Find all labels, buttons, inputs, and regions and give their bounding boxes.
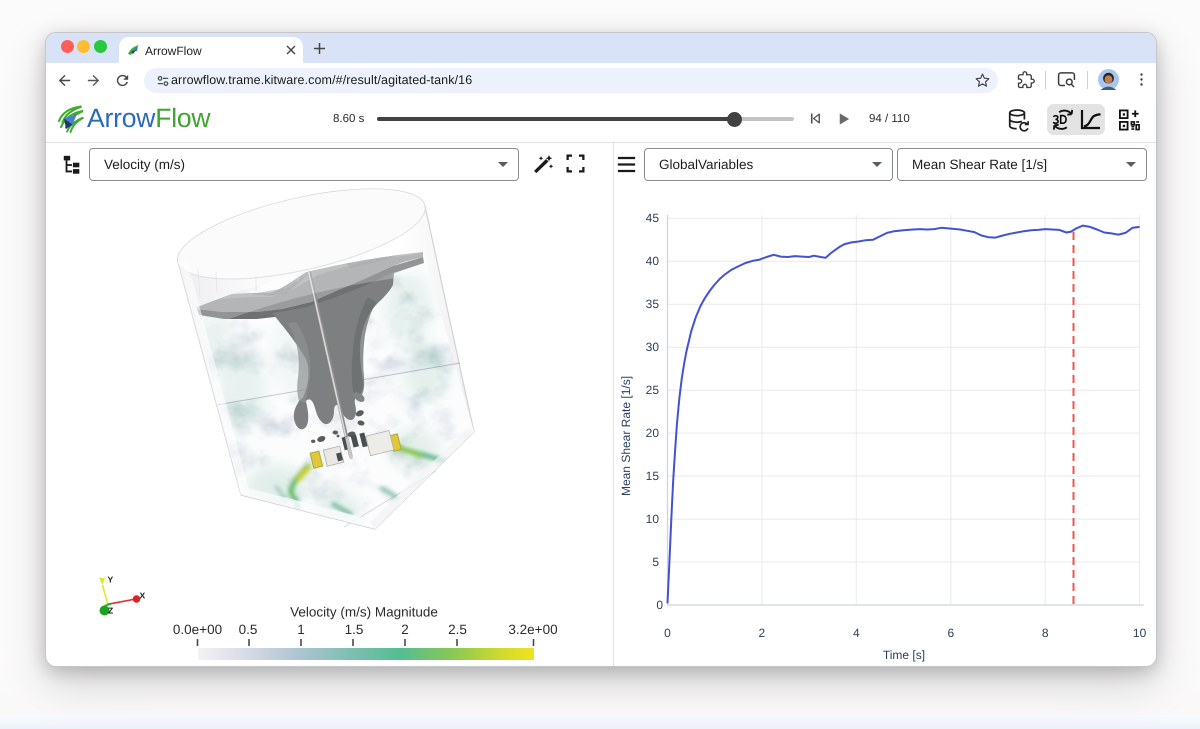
svg-text:2.5: 2.5 xyxy=(448,622,467,637)
svg-text:35: 35 xyxy=(646,297,660,311)
svg-text:25: 25 xyxy=(646,383,660,397)
svg-text:2: 2 xyxy=(759,626,766,640)
svg-text:X: X xyxy=(140,591,146,601)
svg-text:20: 20 xyxy=(646,426,660,440)
svg-text:3.2e+00: 3.2e+00 xyxy=(508,622,557,637)
svg-text:0: 0 xyxy=(664,626,671,640)
svg-text:0.0e+00: 0.0e+00 xyxy=(173,622,222,637)
svg-text:Velocity (m/s) Magnitude: Velocity (m/s) Magnitude xyxy=(290,605,438,620)
svg-text:1: 1 xyxy=(297,622,305,637)
svg-text:45: 45 xyxy=(646,211,660,225)
svg-text:Z: Z xyxy=(108,606,113,616)
svg-text:40: 40 xyxy=(646,254,660,268)
svg-text:Time [s]: Time [s] xyxy=(883,648,925,662)
svg-text:Mean Shear Rate [1/s]: Mean Shear Rate [1/s] xyxy=(619,376,633,496)
svg-text:5: 5 xyxy=(652,555,659,569)
svg-text:1.5: 1.5 xyxy=(345,622,364,637)
svg-text:10: 10 xyxy=(1133,626,1147,640)
svg-text:0: 0 xyxy=(656,598,663,612)
svg-text:6: 6 xyxy=(947,626,954,640)
svg-text:0.5: 0.5 xyxy=(239,622,258,637)
svg-text:2: 2 xyxy=(401,622,409,637)
svg-text:30: 30 xyxy=(646,340,660,354)
svg-text:10: 10 xyxy=(646,512,660,526)
svg-text:Y: Y xyxy=(108,575,114,585)
svg-text:15: 15 xyxy=(646,469,660,483)
svg-text:4: 4 xyxy=(853,626,860,640)
svg-text:8: 8 xyxy=(1042,626,1049,640)
